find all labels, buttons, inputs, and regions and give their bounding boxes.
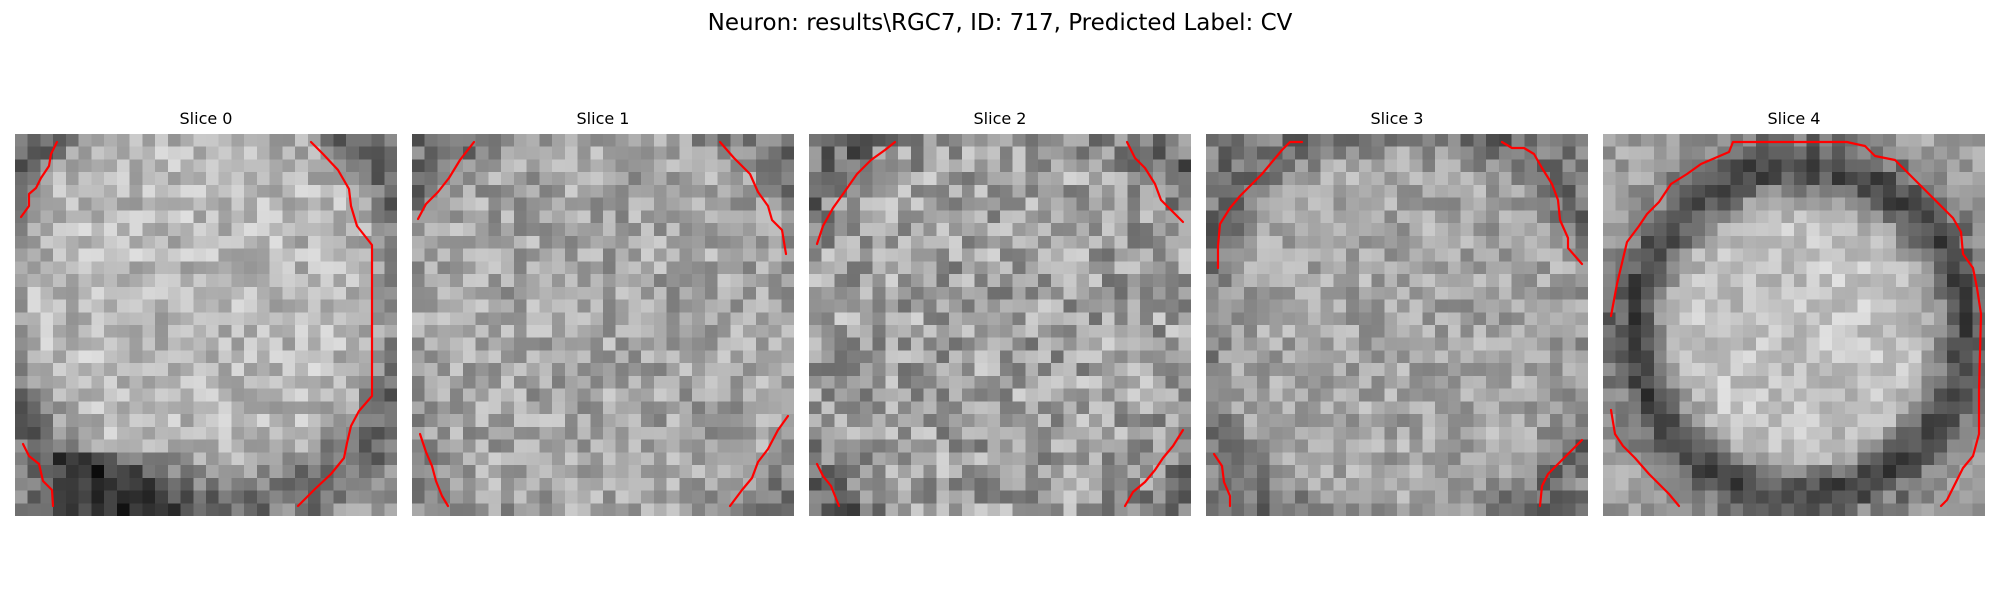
contour-line	[298, 142, 372, 506]
contour-line	[1125, 430, 1183, 506]
contour-line	[817, 464, 839, 506]
slice-panel-0: Slice 0	[15, 107, 397, 131]
contour-line	[420, 434, 448, 506]
slice-panel-1: Slice 1	[412, 107, 794, 131]
contour-line	[730, 416, 788, 506]
contour-overlay	[1603, 134, 1985, 516]
slice-panel-2: Slice 2	[809, 107, 1191, 131]
contour-line	[1214, 454, 1230, 506]
figure-title: Neuron: results\RGC7, ID: 717, Predicted…	[0, 6, 2000, 40]
slice-title: Slice 0	[15, 107, 397, 131]
slice-title: Slice 4	[1603, 107, 1985, 131]
slice-title: Slice 2	[809, 107, 1191, 131]
contour-line	[1218, 142, 1302, 268]
contour-line	[720, 142, 786, 254]
slice-title: Slice 1	[412, 107, 794, 131]
contour-overlay	[1206, 134, 1588, 516]
slice-title: Slice 3	[1206, 107, 1588, 131]
contour-line	[1611, 142, 1981, 506]
contour-overlay	[15, 134, 397, 516]
contour-line	[21, 142, 57, 217]
contour-line	[1127, 142, 1183, 222]
contour-line	[1611, 410, 1679, 506]
contour-line	[1502, 142, 1582, 264]
contour-line	[418, 142, 474, 219]
contour-line	[23, 444, 53, 506]
contour-overlay	[809, 134, 1191, 516]
contour-line	[1540, 440, 1582, 506]
contour-line	[817, 142, 895, 244]
slice-panel-3: Slice 3	[1206, 107, 1588, 131]
slice-panel-4: Slice 4	[1603, 107, 1985, 131]
contour-overlay	[412, 134, 794, 516]
